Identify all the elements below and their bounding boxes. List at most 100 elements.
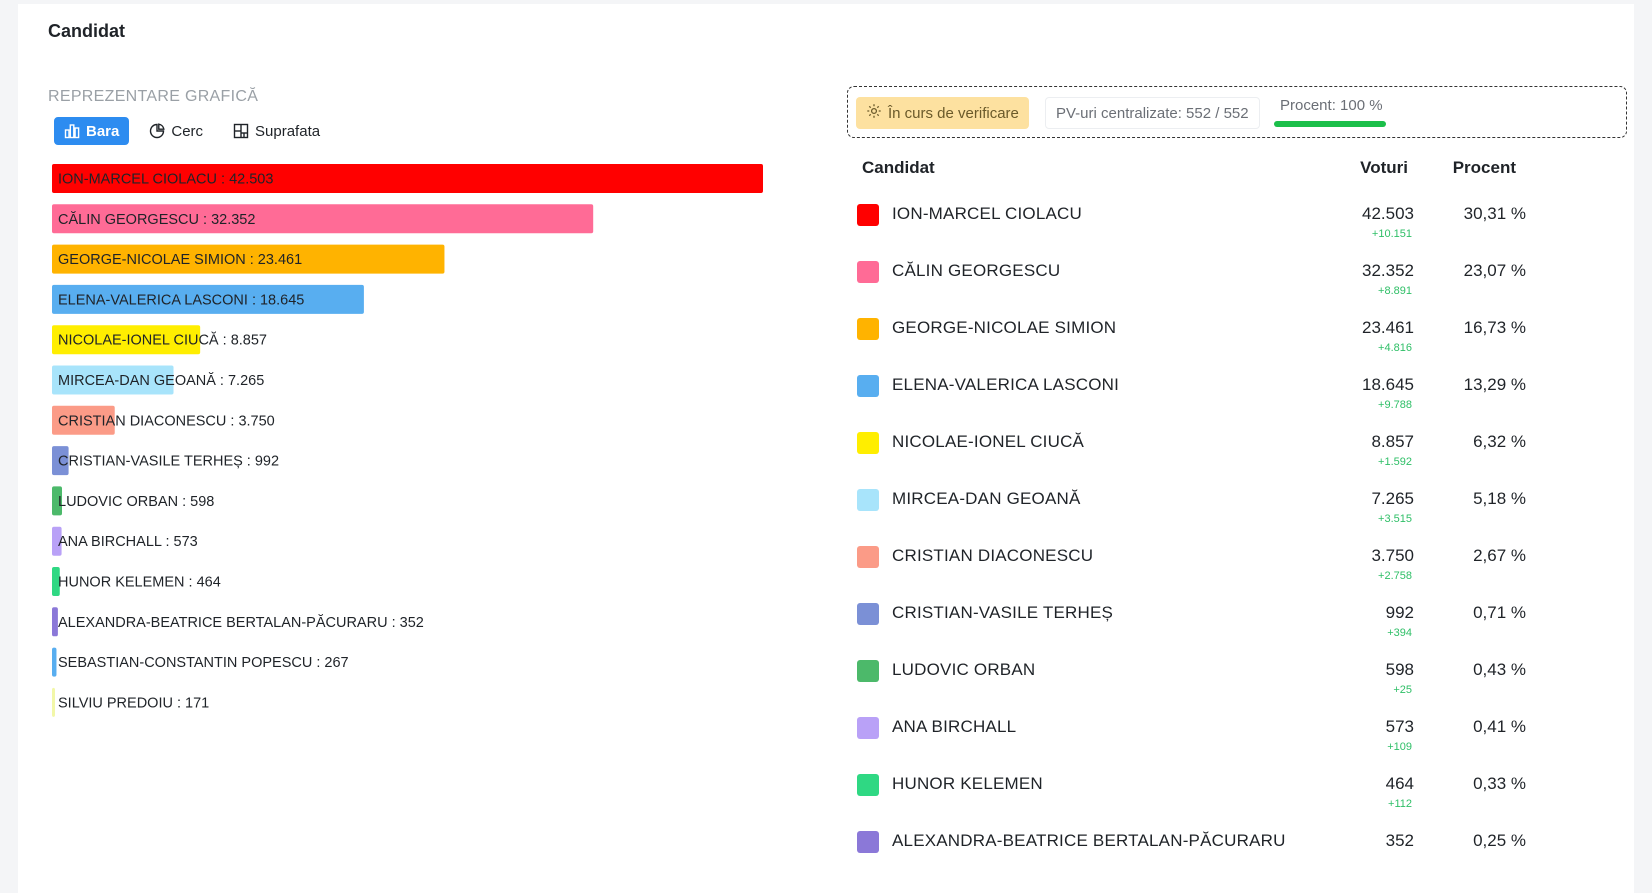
vote-bar-chart: ION-MARCEL CIOLACU : 42.503 CĂLIN GEORGES… (52, 164, 763, 717)
chart-subheading: REPREZENTARE GRAFICĂ (48, 88, 259, 105)
bar-label-0: ION-MARCEL CIOLACU : 42.503 (58, 172, 273, 188)
bar-label-2: GEORGE-NICOLAE SIMION : 23.461 (58, 252, 302, 268)
table-body: ION-MARCEL CIOLACU 42.503 +10.151 30,31 % CĂ… (847, 184, 1634, 868)
color-swatch (857, 261, 879, 283)
vote-delta: +394 (1387, 627, 1412, 639)
table-row[interactable]: ELENA-VALERICA LASCONI 18.645 +9.788 13,29 … (847, 355, 1634, 412)
view-pie-button[interactable]: Cerc (139, 117, 213, 145)
bar-13[interactable] (52, 687, 55, 717)
table-row[interactable]: ANA BIRCHALL 573 +109 0,41 % (847, 697, 1634, 754)
vote-delta: +112 (1388, 798, 1412, 810)
vote-delta: +4.816 (1378, 342, 1412, 354)
view-bar-button[interactable]: Bara (54, 117, 130, 145)
bar-11[interactable] (52, 607, 58, 637)
vote-count: 598 (1385, 660, 1414, 679)
vote-count: 7.265 (1371, 489, 1414, 508)
table-row[interactable]: CRISTIAN-VASILE TERHEȘ 992 +394 0,71 % (847, 583, 1634, 640)
bar-2[interactable] (52, 244, 445, 274)
bar-12[interactable] (52, 647, 57, 677)
vote-delta: +9.788 (1378, 399, 1412, 411)
vote-count: 352 (1385, 831, 1414, 850)
candidate-name: NICOLAE-IONEL CIUCĂ (892, 432, 1085, 451)
vote-delta: +8.891 (1378, 285, 1412, 297)
color-swatch (857, 375, 879, 397)
color-swatch (857, 489, 879, 511)
vote-percent: 5,18 % (1473, 489, 1526, 508)
table-row[interactable]: CĂLIN GEORGESCU 32.352 +8.891 23,07 % (847, 241, 1634, 298)
candidate-name: HUNOR KELEMEN (892, 774, 1043, 793)
bar-9[interactable] (52, 526, 62, 556)
bar-4[interactable] (52, 325, 201, 355)
vote-percent: 0,43 % (1473, 660, 1526, 679)
table-row[interactable]: GEORGE-NICOLAE SIMION 23.461 +4.816 16,73 % (847, 298, 1634, 355)
table-row[interactable]: MIRCEA-DAN GEOANĂ 7.265 +3.515 5,18 % (847, 469, 1634, 526)
bar-label-3: ELENA-VALERICA LASCONI : 18.645 (58, 292, 304, 308)
color-swatch (857, 660, 879, 682)
table-row[interactable]: HUNOR KELEMEN 464 +112 0,33 % (847, 754, 1634, 811)
vote-delta: +25 (1393, 684, 1412, 696)
view-bar-label: Bara (86, 122, 120, 140)
bar-label-8: LUDOVIC ORBAN : 598 (58, 494, 214, 510)
table-row[interactable]: CRISTIAN DIACONESCU 3.750 +2.758 2,67 % (847, 526, 1634, 583)
bar-5[interactable] (52, 365, 174, 395)
header-percent[interactable]: Procent (1452, 158, 1516, 177)
vote-percent: 23,07 % (1463, 261, 1526, 280)
bar-label-6: CRISTIAN DIACONESCU : 3.750 (58, 413, 275, 429)
bar-label-10: HUNOR KELEMEN : 464 (58, 575, 221, 591)
bar-10[interactable] (52, 567, 60, 596)
treemap-icon (233, 123, 249, 139)
bar-1[interactable] (52, 204, 594, 234)
candidate-name: ANA BIRCHALL (892, 717, 1017, 736)
table-row[interactable]: LUDOVIC ORBAN 598 +25 0,43 % (847, 640, 1634, 697)
bar-0[interactable] (52, 164, 763, 193)
table-row[interactable]: ION-MARCEL CIOLACU 42.503 +10.151 30,31 % (847, 184, 1634, 241)
bar-label-1: CĂLIN GEORGESCU : 32.352 (58, 211, 255, 228)
vote-percent: 0,25 % (1473, 831, 1526, 850)
vote-percent: 6,32 % (1473, 432, 1526, 451)
candidate-name: ALEXANDRA-BEATRICE BERTALAN-PĂCURARU (892, 831, 1286, 850)
vote-percent: 13,29 % (1463, 375, 1526, 394)
vote-count: 3.750 (1371, 546, 1414, 565)
vote-count: 42.503 (1362, 204, 1414, 223)
table-row[interactable]: ALEXANDRA-BEATRICE BERTALAN-PĂCURARU 352 0… (847, 811, 1634, 868)
bar-label-7: CRISTIAN-VASILE TERHEȘ : 992 (58, 454, 279, 470)
verification-status-label: În curs de verificare (888, 104, 1019, 122)
bar-3[interactable] (52, 284, 364, 314)
bar-label-5: MIRCEA-DAN GEOANĂ : 7.265 (58, 372, 264, 389)
candidate-name: CĂLIN GEORGESCU (892, 261, 1061, 280)
candidate-name: CRISTIAN-VASILE TERHEȘ (892, 603, 1114, 622)
bar-7[interactable] (52, 446, 69, 476)
bar-label-11: ALEXANDRA-BEATRICE BERTALAN-PĂCURARU : 3… (58, 614, 424, 631)
vote-percent: 16,73 % (1463, 318, 1526, 337)
bar-6[interactable] (52, 405, 115, 435)
header-votes[interactable]: Voturi (1360, 158, 1408, 177)
pie-chart-icon (149, 123, 165, 139)
color-swatch (857, 546, 879, 568)
color-swatch (857, 774, 879, 796)
pv-count-badge: PV-uri centralizate: 552 / 552 (1045, 97, 1260, 129)
progress-bar-fill (1274, 121, 1386, 127)
verification-status-badge: În curs de verificare (856, 97, 1029, 129)
table-row[interactable]: NICOLAE-IONEL CIUCĂ 8.857 +1.592 6,32 % (847, 412, 1634, 469)
vote-percent: 0,71 % (1473, 603, 1526, 622)
view-area-button[interactable]: Suprafata (223, 117, 330, 145)
vote-percent: 30,31 % (1463, 204, 1526, 223)
candidate-name: CRISTIAN DIACONESCU (892, 546, 1094, 565)
vote-count: 464 (1385, 774, 1414, 793)
color-swatch (857, 318, 879, 340)
vote-delta: +3.515 (1378, 513, 1412, 525)
candidate-results-card: Candidat REPREZENTARE GRAFICĂ Bara Cerc (18, 4, 1634, 893)
bar-chart-icon (64, 123, 80, 139)
candidate-name: LUDOVIC ORBAN (892, 660, 1036, 679)
view-pie-label: Cerc (171, 122, 204, 140)
vote-count: 18.645 (1362, 375, 1414, 394)
vote-count: 23.461 (1362, 318, 1414, 337)
candidate-name: MIRCEA-DAN GEOANĂ (892, 489, 1081, 508)
bar-8[interactable] (52, 486, 63, 516)
header-candidate[interactable]: Candidat (862, 158, 935, 177)
color-swatch (857, 432, 879, 454)
view-area-label: Suprafata (255, 122, 321, 140)
vote-count: 573 (1385, 717, 1414, 736)
bar-label-12: SEBASTIAN-CONSTANTIN POPESCU : 267 (58, 655, 349, 671)
vote-percent: 2,67 % (1473, 546, 1526, 565)
